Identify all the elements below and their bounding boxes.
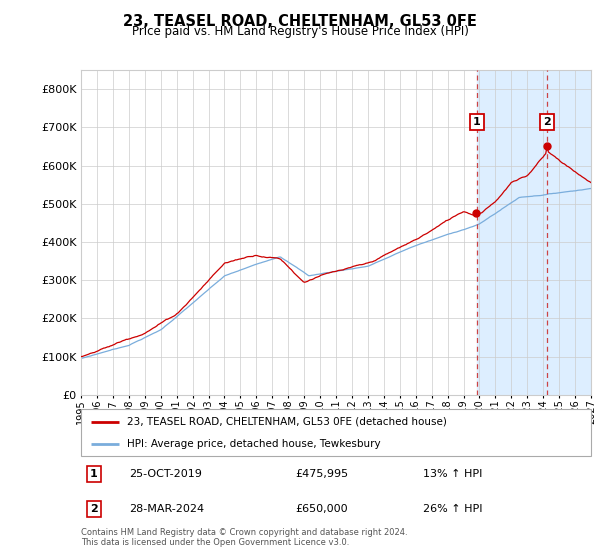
Text: 25-OCT-2019: 25-OCT-2019 bbox=[130, 469, 202, 479]
Text: 2: 2 bbox=[543, 117, 551, 127]
Text: HPI: Average price, detached house, Tewkesbury: HPI: Average price, detached house, Tewk… bbox=[127, 438, 380, 449]
Text: 1: 1 bbox=[90, 469, 98, 479]
Text: 1: 1 bbox=[473, 117, 481, 127]
Text: 2: 2 bbox=[90, 504, 98, 514]
Text: 23, TEASEL ROAD, CHELTENHAM, GL53 0FE: 23, TEASEL ROAD, CHELTENHAM, GL53 0FE bbox=[123, 14, 477, 29]
Bar bbox=[477, 70, 591, 395]
Text: £475,995: £475,995 bbox=[295, 469, 349, 479]
Text: 26% ↑ HPI: 26% ↑ HPI bbox=[423, 504, 482, 514]
FancyBboxPatch shape bbox=[81, 409, 591, 456]
Text: 13% ↑ HPI: 13% ↑ HPI bbox=[423, 469, 482, 479]
Text: 28-MAR-2024: 28-MAR-2024 bbox=[130, 504, 205, 514]
Text: Contains HM Land Registry data © Crown copyright and database right 2024.
This d: Contains HM Land Registry data © Crown c… bbox=[81, 528, 407, 547]
Text: 23, TEASEL ROAD, CHELTENHAM, GL53 0FE (detached house): 23, TEASEL ROAD, CHELTENHAM, GL53 0FE (d… bbox=[127, 417, 447, 427]
Text: Price paid vs. HM Land Registry's House Price Index (HPI): Price paid vs. HM Land Registry's House … bbox=[131, 25, 469, 38]
Text: £650,000: £650,000 bbox=[295, 504, 348, 514]
